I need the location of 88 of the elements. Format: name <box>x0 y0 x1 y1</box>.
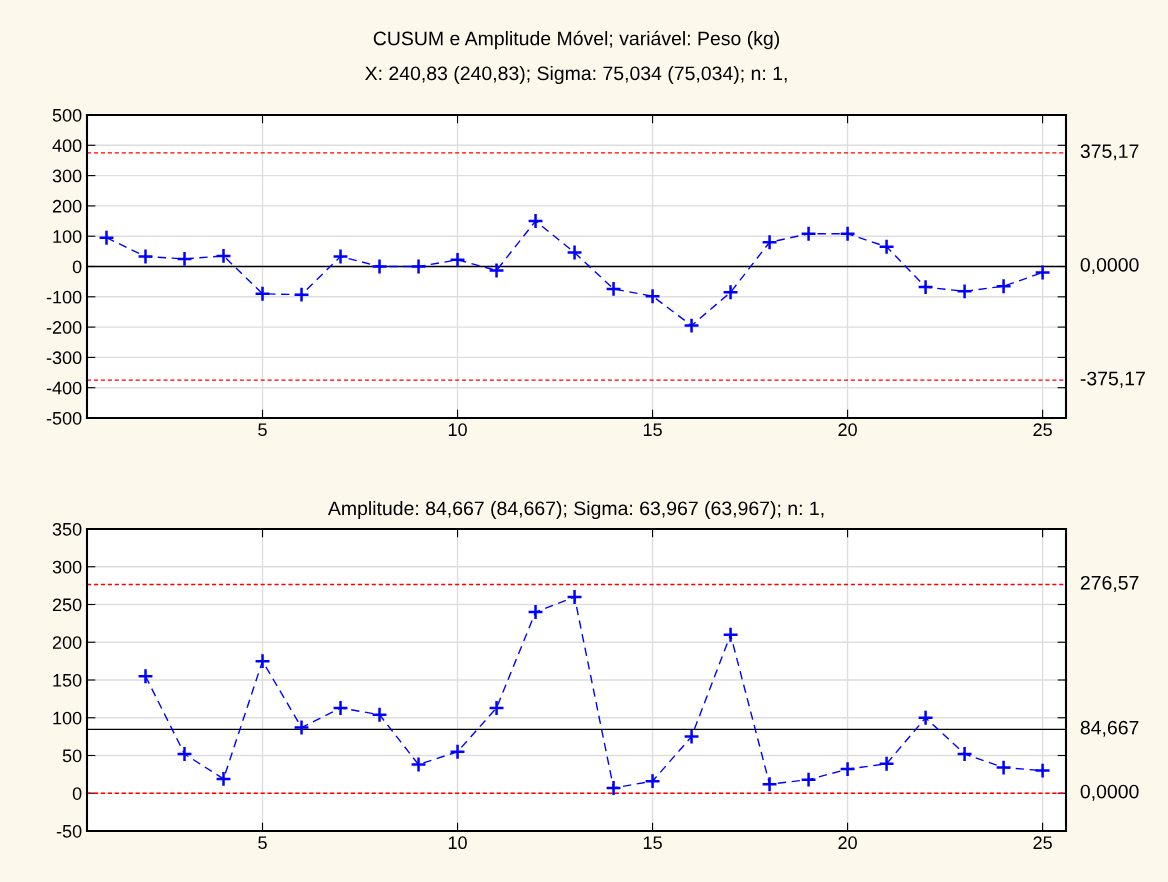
y-tick-label: 0 <box>72 260 82 274</box>
x-tick-label: 25 <box>1033 836 1052 850</box>
point <box>410 756 427 773</box>
point <box>683 728 700 745</box>
point <box>644 772 661 790</box>
ref-line-label: 0,0000 <box>1080 257 1139 275</box>
x-tick-label: 10 <box>448 423 467 437</box>
point <box>449 743 466 760</box>
ref-line-label: -375,17 <box>1080 371 1145 388</box>
point <box>566 244 583 261</box>
point <box>800 225 817 242</box>
point <box>527 603 544 621</box>
y-tick-label: 200 <box>52 199 82 213</box>
y-tick-label: 50 <box>62 749 82 763</box>
point <box>410 258 427 275</box>
point <box>137 668 154 685</box>
point <box>176 745 193 763</box>
point <box>800 771 817 788</box>
x-tick-label: 25 <box>1033 423 1052 437</box>
point <box>722 626 739 643</box>
y-tick-label: 0 <box>72 787 82 800</box>
point <box>293 286 310 303</box>
ref-line-label: 84,667 <box>1080 720 1139 737</box>
point <box>371 706 388 723</box>
point <box>215 247 232 265</box>
ref-line-label: 276,57 <box>1080 575 1139 592</box>
point <box>137 248 154 265</box>
point <box>995 759 1012 776</box>
y-tick-label: 100 <box>53 711 82 725</box>
point <box>683 317 700 334</box>
point <box>917 709 934 726</box>
point <box>98 229 115 246</box>
y-tick-label: 400 <box>52 139 82 153</box>
x-tick-label: 5 <box>258 423 267 437</box>
y-tick-label: -200 <box>46 321 82 334</box>
ref-line-label: 0,0000 <box>1080 784 1139 801</box>
point <box>839 225 856 242</box>
point <box>1034 762 1051 779</box>
chart-title: CUSUM e Amplitude Móvel; variável: Peso (kg) <box>373 30 779 50</box>
y-tick-label: -100 <box>46 290 82 304</box>
y-tick-label: -400 <box>46 381 82 395</box>
point <box>527 212 544 230</box>
y-tick-label: 500 <box>52 108 82 122</box>
y-tick-label: 250 <box>52 598 82 612</box>
point <box>488 262 505 279</box>
point <box>371 258 388 275</box>
point <box>449 251 466 269</box>
x-tick-label: 5 <box>258 836 267 850</box>
point <box>761 776 778 793</box>
point <box>254 652 271 670</box>
point <box>1034 264 1051 281</box>
x-tick-label: 15 <box>643 423 662 437</box>
point <box>644 288 661 305</box>
point <box>839 760 856 778</box>
point <box>995 278 1012 295</box>
x-tick-label: 10 <box>448 836 467 850</box>
point <box>917 278 934 296</box>
point <box>488 699 505 717</box>
ref-line-label: 375,17 <box>1080 144 1139 161</box>
point <box>605 280 622 298</box>
point <box>878 238 895 255</box>
point <box>215 770 232 788</box>
point <box>332 699 349 717</box>
point <box>956 745 973 763</box>
point <box>176 250 193 268</box>
point <box>605 779 622 797</box>
y-tick-label: 350 <box>52 522 82 536</box>
point <box>956 283 973 300</box>
point <box>722 284 739 301</box>
chart-title: Amplitude: 84,667 (84,667); Sigma: 63,967 (63,967); n: 1, <box>327 500 824 520</box>
y-tick-label: 300 <box>52 560 82 574</box>
point <box>566 588 583 606</box>
point <box>332 248 349 265</box>
point <box>254 285 271 302</box>
y-tick-label: 100 <box>53 230 82 243</box>
y-tick-label: 150 <box>53 673 82 687</box>
point <box>878 755 895 772</box>
point <box>761 234 778 251</box>
x-tick-label: 15 <box>643 836 662 850</box>
y-tick-label: -500 <box>46 411 82 425</box>
y-tick-label: -50 <box>56 824 82 838</box>
y-tick-label: 200 <box>52 636 82 649</box>
point <box>293 719 310 736</box>
y-tick-label: 300 <box>52 169 82 183</box>
x-tick-label: 20 <box>838 423 857 437</box>
chart-subtitle: X: 240,83 (240,83); Sigma: 75,034 (75,034); n: 1, <box>365 65 787 85</box>
x-tick-label: 20 <box>838 836 857 850</box>
y-tick-label: -300 <box>46 351 82 365</box>
